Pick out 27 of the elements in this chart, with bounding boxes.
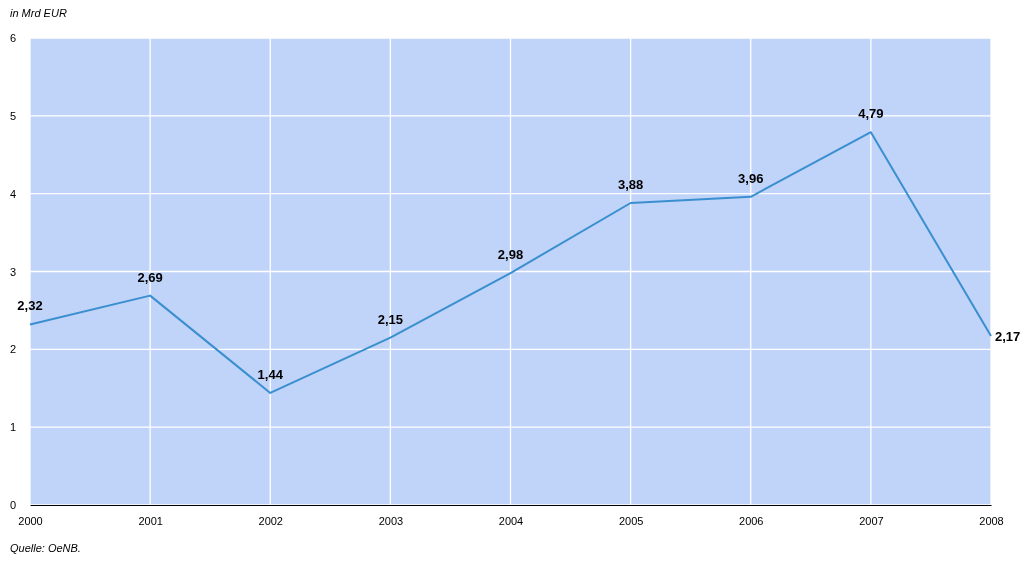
x-tick-label: 2007 bbox=[859, 514, 884, 527]
data-label: 1,44 bbox=[257, 366, 284, 382]
x-tick-label: 2004 bbox=[498, 514, 524, 527]
data-label: 3,88 bbox=[617, 177, 644, 193]
y-tick-label: 0 bbox=[9, 499, 16, 512]
y-tick-label: 6 bbox=[9, 32, 16, 45]
x-tick-label: 2002 bbox=[258, 514, 283, 527]
y-tick-label: 5 bbox=[9, 109, 16, 122]
y-tick-label: 4 bbox=[9, 187, 16, 200]
source-note: Quelle: OeNB. bbox=[10, 542, 81, 554]
data-label: 4,79 bbox=[858, 106, 884, 122]
data-label: 3,96 bbox=[738, 170, 764, 186]
y-tick-label: 1 bbox=[9, 421, 16, 434]
y-tick-label: 3 bbox=[9, 265, 16, 278]
data-label: 2,17 bbox=[995, 329, 1021, 345]
x-tick-label: 2000 bbox=[18, 514, 43, 527]
x-tick-label: 2003 bbox=[378, 514, 404, 527]
data-label: 2,15 bbox=[377, 311, 404, 327]
x-tick-label: 2005 bbox=[618, 514, 644, 527]
data-label: 2,32 bbox=[17, 298, 43, 314]
x-tick-label: 2008 bbox=[979, 514, 1004, 527]
x-tick-label: 2001 bbox=[138, 514, 163, 527]
data-label: 2,98 bbox=[497, 247, 524, 263]
y-tick-label: 2 bbox=[9, 343, 16, 356]
y-axis-title: in Mrd EUR bbox=[10, 7, 67, 19]
data-label: 2,69 bbox=[137, 269, 163, 285]
x-tick-label: 2006 bbox=[739, 514, 764, 527]
